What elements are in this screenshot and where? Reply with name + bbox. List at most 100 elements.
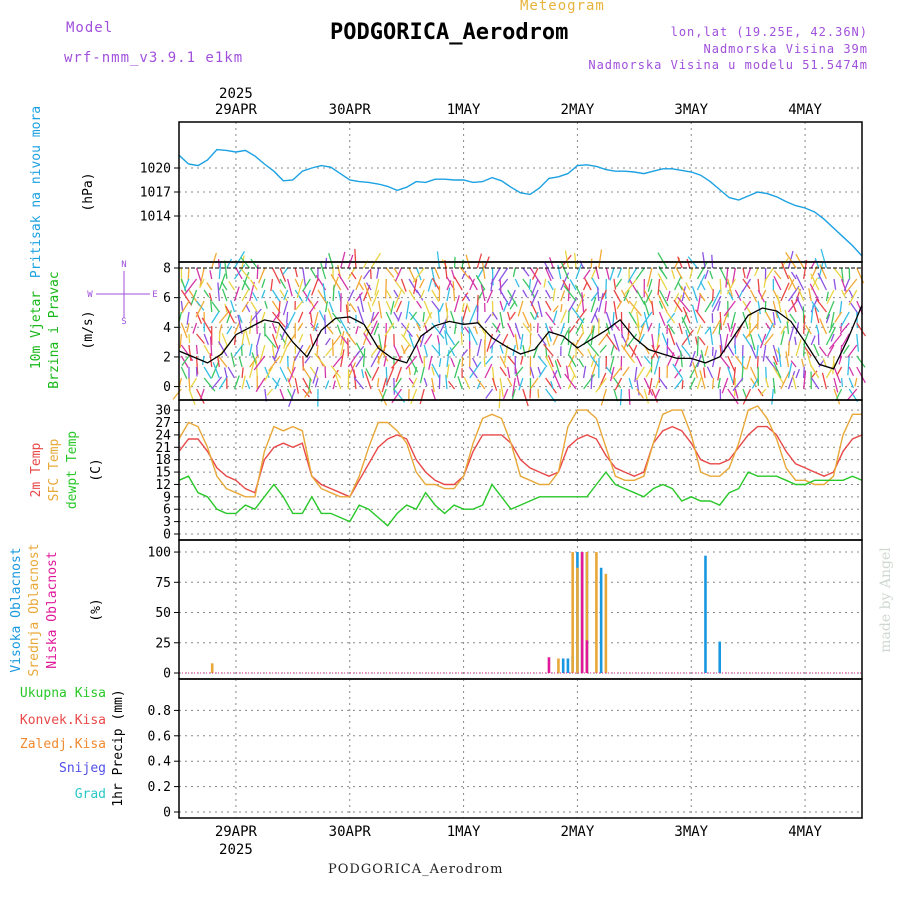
compass-s: S (121, 317, 126, 327)
wind-vector (461, 349, 468, 357)
wind-vector (674, 355, 681, 368)
wind-vector (636, 289, 646, 305)
y-tick-label: 15 (155, 466, 171, 481)
wind-vector (419, 366, 425, 384)
wind-vector (727, 355, 736, 373)
wind-vector (518, 377, 524, 391)
wind-vector (810, 364, 820, 379)
y-tick-label: 0.8 (148, 704, 171, 719)
y-tick-label: 0 (163, 806, 171, 821)
wind-vector (464, 293, 471, 302)
wind-vector (484, 363, 493, 379)
wind-vector (771, 388, 774, 405)
wind-vector (237, 314, 243, 335)
wind-vector (362, 284, 371, 302)
bar-cloud_high (561, 658, 565, 673)
wind-vector (255, 377, 266, 393)
wind-vector (298, 333, 304, 344)
wind-vector (208, 292, 213, 302)
wind-vector (420, 289, 425, 299)
wind-vector (830, 311, 835, 329)
wind-vector (355, 345, 365, 357)
wind-vector (846, 388, 858, 401)
wind-vector (256, 264, 259, 280)
wind-vector (839, 300, 843, 315)
wind-vector (803, 314, 806, 335)
wind-vector (241, 330, 246, 346)
wind-vector (195, 388, 205, 404)
wind-vector (590, 325, 595, 346)
wind-vector (637, 322, 645, 343)
wind-vector (651, 333, 655, 349)
wind-vector (203, 366, 212, 380)
wind-vector (250, 279, 258, 291)
wind-vector (187, 267, 190, 280)
wind-vector (645, 289, 653, 303)
wind-vector (817, 272, 828, 291)
wind-vector (196, 300, 205, 311)
wind-vector (785, 252, 797, 269)
wind-vector (279, 289, 289, 303)
y-tick-label: 6 (163, 503, 171, 518)
wind-vector (691, 286, 699, 302)
wind-vector (397, 311, 403, 322)
wind-vector (657, 278, 661, 296)
wind-vector (212, 362, 220, 379)
wind-ylabel-2: Brzina i Pravac (47, 271, 62, 388)
wind-vector (436, 251, 441, 269)
wind-vector (656, 333, 661, 348)
y-tick-label: 24 (155, 428, 171, 443)
wind-vector (230, 352, 236, 368)
wind-vector (347, 362, 357, 379)
wind-vector (416, 289, 424, 301)
wind-vector (733, 377, 737, 397)
wind-vector (445, 331, 456, 346)
wind-vector (795, 339, 802, 357)
wind-vector (788, 274, 797, 291)
bar-cloud_high (718, 641, 722, 673)
y-tick-label: 1020 (140, 162, 171, 177)
wind-vector (362, 269, 371, 280)
wind-vector (734, 388, 739, 399)
wind-vector (271, 322, 277, 334)
wind-vector (780, 257, 789, 269)
wind-vector (680, 285, 691, 302)
wind-vector (772, 344, 779, 363)
wind-vector (279, 278, 287, 289)
wind-vector (309, 311, 313, 324)
top-day-label: 1MAY (447, 102, 481, 118)
wind-vector (757, 388, 764, 397)
wind-vector (617, 267, 623, 278)
wind-vector (371, 366, 380, 381)
wind-vector (416, 322, 421, 332)
wind-vector (353, 376, 365, 390)
wind-vector (636, 355, 643, 367)
wind-vector (613, 377, 622, 389)
wind-vector (545, 377, 557, 394)
wind-vector (784, 309, 790, 324)
bottom-day-label: 30APR (329, 824, 372, 840)
wind-vector (445, 374, 448, 390)
bottom-day-label: 2MAY (561, 824, 595, 840)
wind-vector (821, 372, 828, 390)
wind-vector (600, 388, 607, 406)
wind-vector (376, 267, 380, 279)
wind-vector (324, 257, 328, 269)
wind-vector (826, 289, 835, 305)
wind-vector (772, 355, 778, 366)
wind-vector (203, 333, 209, 345)
wind-vector (475, 274, 486, 291)
wind-vector (190, 377, 198, 388)
wind-vector (520, 355, 524, 365)
wind-vector (717, 366, 721, 381)
wind-vector (186, 311, 190, 325)
wind-vector (757, 289, 765, 303)
wind-vector (324, 314, 327, 335)
wind-vector (604, 278, 607, 299)
wind-vector (334, 373, 342, 390)
wind-vector (704, 269, 709, 280)
wind-vector (590, 258, 593, 269)
wind-vector (228, 280, 236, 291)
wind-vector (347, 338, 349, 357)
wind-vector (717, 300, 721, 311)
